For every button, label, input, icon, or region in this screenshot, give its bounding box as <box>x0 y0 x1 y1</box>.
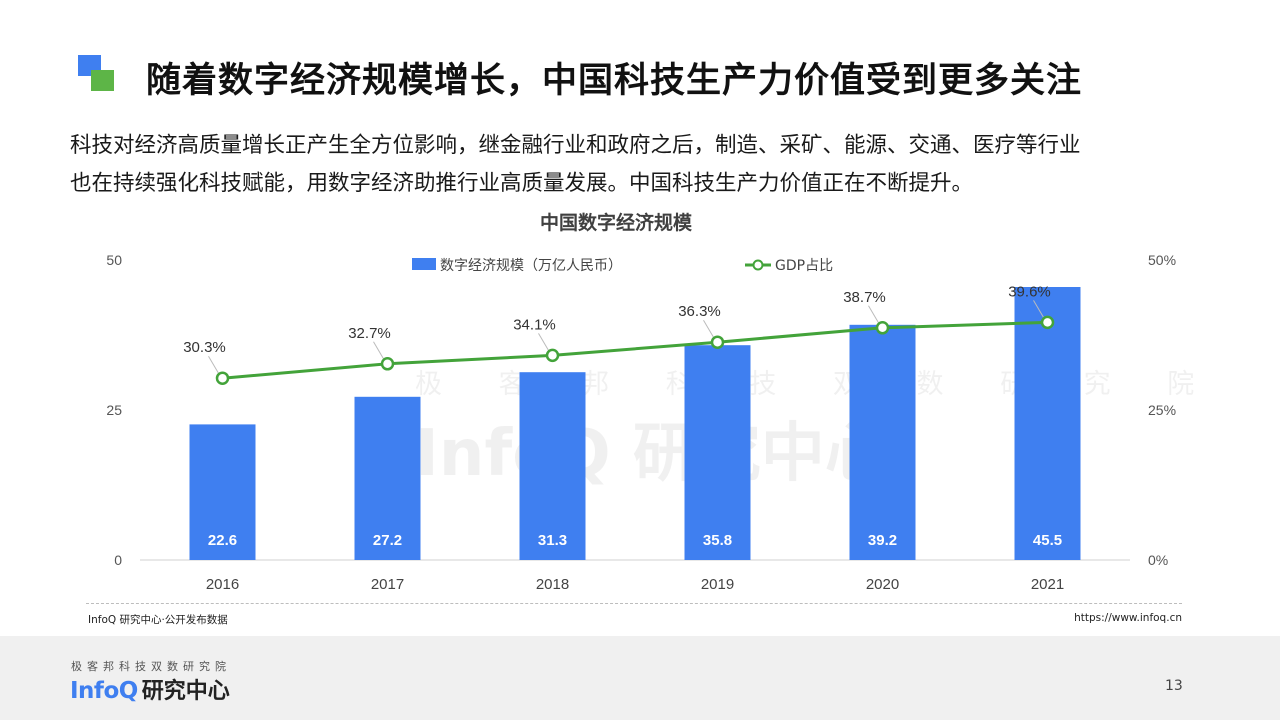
data-label-leader <box>538 333 549 351</box>
line-value-label: 39.6% <box>1008 283 1051 300</box>
bar <box>684 345 751 560</box>
title-logo-icon <box>78 55 116 93</box>
line-value-label: 30.3% <box>183 339 226 356</box>
watermark-logo: InfoQ 研究中心 <box>415 417 889 491</box>
intro-line-1: 科技对经济高质量增长正产生全方位影响，继金融行业和政府之后，制造、采矿、能源、交… <box>70 133 1081 158</box>
bar-value-label: 35.8 <box>703 532 732 549</box>
data-label-leader <box>1033 300 1044 318</box>
line-point <box>875 321 890 335</box>
data-label-leader <box>208 355 219 374</box>
line-point <box>710 335 725 349</box>
bar <box>1014 287 1081 560</box>
data-label-leader <box>373 341 384 360</box>
bar-value-label: 22.6 <box>208 532 237 549</box>
footer-logo: InfoQ 研究中心 <box>70 673 230 704</box>
line-point <box>1040 315 1055 330</box>
bar <box>354 396 421 560</box>
y-right-tick-label: 50% <box>1148 252 1176 268</box>
bar-value-label: 45.5 <box>1033 532 1062 549</box>
line-value-label: 36.3% <box>678 303 721 320</box>
line-value-label: 34.1% <box>513 316 556 333</box>
legend-line-marker <box>752 259 764 271</box>
legend-bar-label: 数字经济规模（万亿人民币） <box>440 258 622 274</box>
source-divider <box>86 603 1182 604</box>
intro-text: 科技对经济高质量增长正产生全方位影响，继金融行业和政府之后，制造、采矿、能源、交… <box>70 127 1210 203</box>
bar <box>519 372 586 560</box>
bar-value-label: 39.2 <box>868 532 897 549</box>
x-tick-label: 2016 <box>206 576 239 593</box>
x-tick-label: 2020 <box>866 576 899 593</box>
intro-line-2: 也在持续强化科技赋能，用数字经济助推行业高质量发展。中国科技生产力价值正在不断提… <box>70 171 974 196</box>
footer-tagline: 极客邦科技双数研究院 <box>71 660 231 673</box>
digital-economy-chart: 0 25 50 0% 25% 50% 22.6 27.2 31.3 35.8 39.2 45.5 201… <box>106 252 1176 593</box>
data-label-leader <box>703 319 714 338</box>
footer-logo-en: InfoQ <box>70 678 138 704</box>
chart-title: 中国数字经济规模 <box>539 212 692 234</box>
y-left-tick-label: 25 <box>106 402 122 418</box>
line-point <box>545 348 560 363</box>
y-left-tick-label: 50 <box>106 252 122 268</box>
x-tick-label: 2017 <box>371 576 404 593</box>
data-label-leader <box>868 305 879 324</box>
footer-bar: 极客邦科技双数研究院 InfoQ 研究中心 13 <box>0 636 1280 720</box>
line-point <box>215 371 230 385</box>
footer-logo-cn: 研究中心 <box>141 679 230 704</box>
source-url[interactable]: https://www.infoq.cn <box>1074 612 1182 624</box>
line-value-label: 38.7% <box>843 289 886 306</box>
page-number: 13 <box>1165 678 1183 694</box>
line-value-label: 32.7% <box>348 325 391 342</box>
line-point <box>380 357 395 371</box>
y-left-tick-label: 0 <box>114 552 122 568</box>
bar <box>189 424 256 560</box>
x-tick-label: 2021 <box>1031 576 1064 593</box>
x-tick-label: 2019 <box>701 576 734 593</box>
source-note: InfoQ 研究中心·公开发布数据 <box>88 614 228 626</box>
bar-value-label: 27.2 <box>373 532 402 549</box>
bar <box>849 324 916 560</box>
bar-value-label: 31.3 <box>538 532 567 549</box>
y-right-tick-label: 0% <box>1148 552 1168 568</box>
green-square-icon <box>91 70 114 91</box>
legend-bar-swatch <box>412 258 436 270</box>
x-tick-label: 2018 <box>536 576 569 593</box>
page-title: 随着数字经济规模增长，中国科技生产力价值受到更多关注 <box>146 61 1083 101</box>
legend-line-label: GDP占比 <box>775 258 833 274</box>
y-right-tick-label: 25% <box>1148 402 1176 418</box>
gdp-share-line <box>222 320 1048 380</box>
